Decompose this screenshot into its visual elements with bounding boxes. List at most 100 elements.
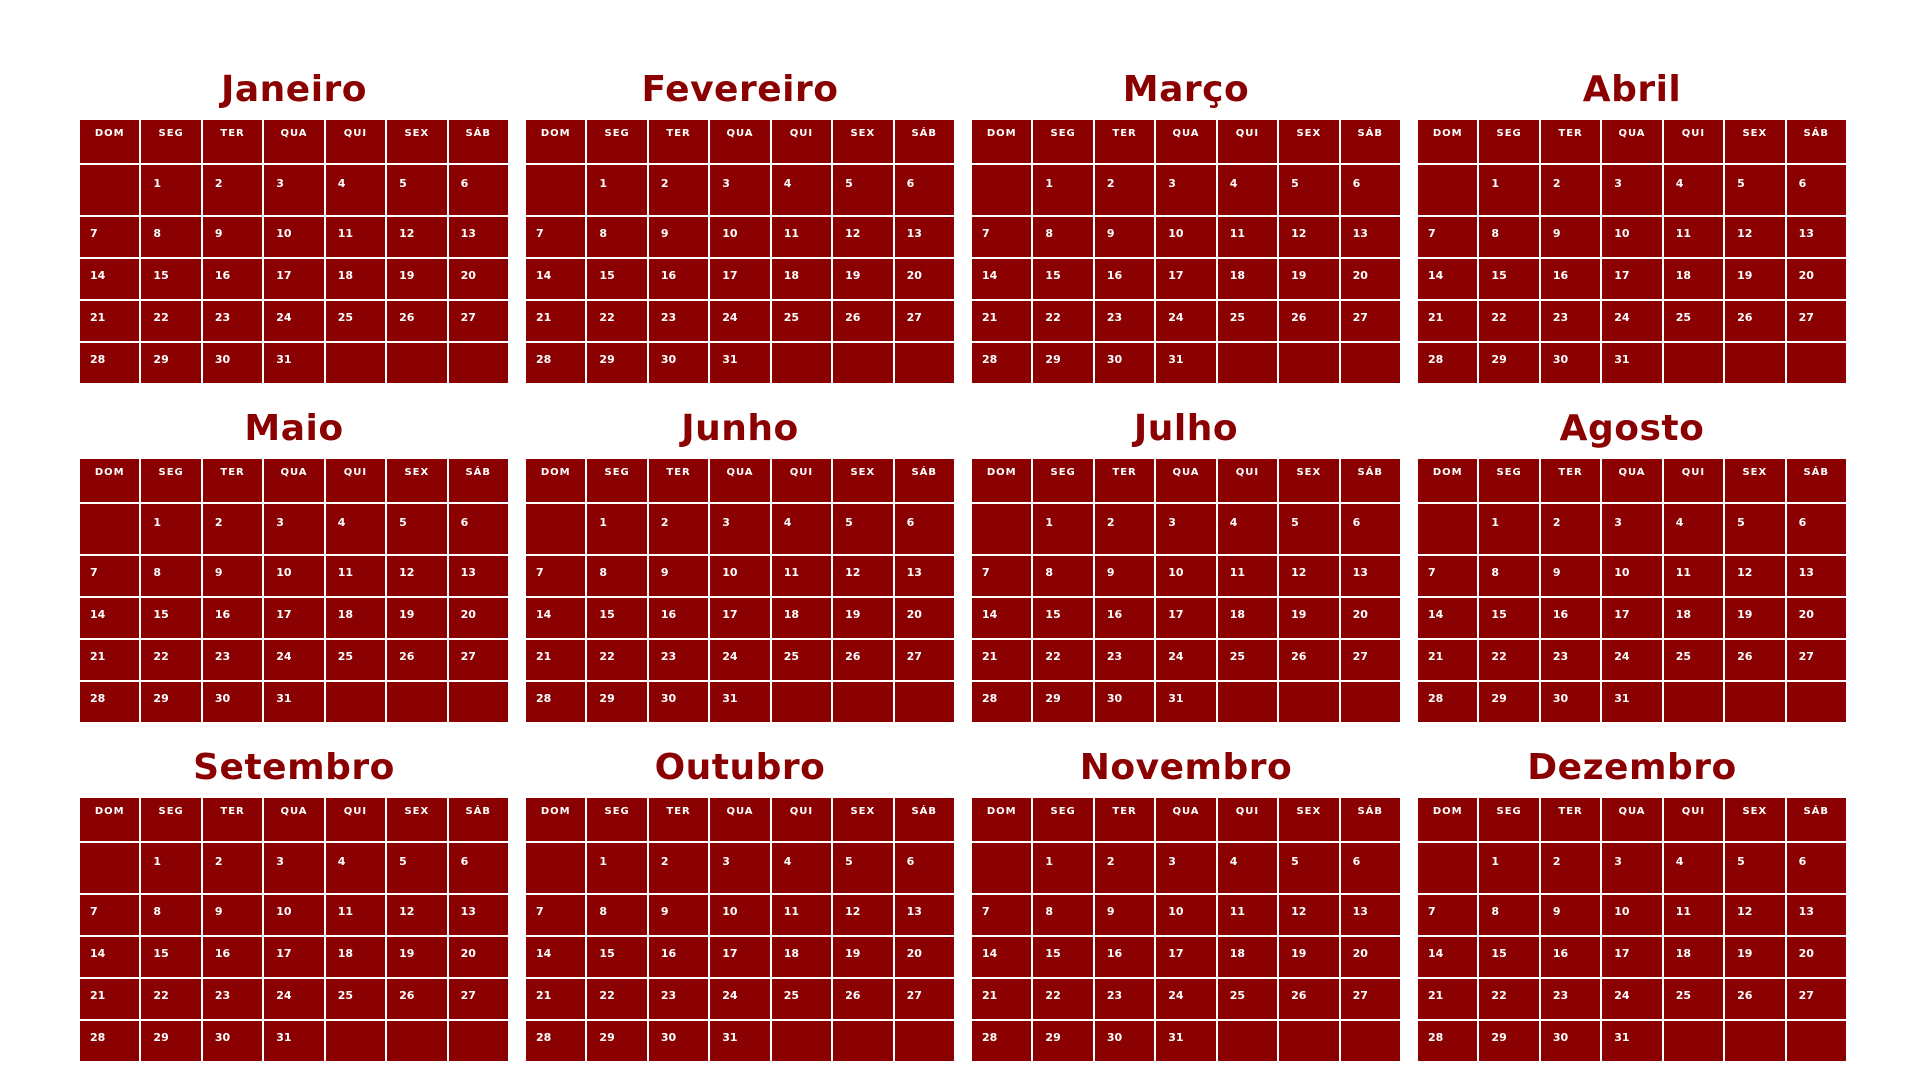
month-calendar: Dezembro DOM SEG TER QUA QUI SEX SÁB 1 2 3 4 5 6 7 8 9 10…: [1418, 742, 1846, 1061]
empty-day-cell: [1725, 1021, 1785, 1061]
day-cell: 15: [1033, 598, 1093, 638]
weekday-header: SÁB: [448, 459, 508, 502]
calendar-grid: Janeiro DOM SEG TER QUA QUI SEX SÁB 1 2 3 4 5 6 7 8 9 10 1…: [80, 64, 1848, 1061]
weekday-header: QUI: [1663, 459, 1724, 502]
day-cell: 21: [972, 640, 1032, 680]
day-cell: 27: [448, 979, 508, 1019]
day-cell: 15: [141, 598, 201, 638]
day-cell: 4: [325, 165, 386, 215]
empty-day-cell: [972, 504, 1032, 554]
month-table: DOM SEG TER QUA QUI SEX SÁB 1 2 3 4 5 6 7 8 9 10 11 12 13 14…: [80, 120, 508, 383]
weekday-header: SEG: [1033, 798, 1093, 841]
weekday-header: TER: [648, 459, 709, 502]
day-cell: 25: [1663, 640, 1724, 680]
day-cell: 14: [80, 937, 140, 977]
day-cell: 31: [1156, 343, 1216, 383]
day-cell: 23: [1540, 979, 1601, 1019]
weekday-header: SEG: [587, 120, 647, 163]
day-cell: 9: [1540, 895, 1601, 935]
day-cell: 20: [1786, 598, 1846, 638]
empty-day-cell: [1279, 343, 1339, 383]
day-cell: 10: [1602, 895, 1662, 935]
weekday-header: QUA: [1156, 120, 1216, 163]
day-cell: 26: [387, 979, 447, 1019]
day-cell: 29: [587, 1021, 647, 1061]
weekday-header: SEG: [1033, 120, 1093, 163]
day-cell: 22: [587, 640, 647, 680]
day-cell: 4: [1663, 843, 1724, 893]
day-cell: 14: [526, 598, 586, 638]
empty-day-cell: [1279, 1021, 1339, 1061]
day-cell: 11: [1217, 217, 1278, 257]
day-cell: 11: [771, 556, 832, 596]
weekday-header: SÁB: [1340, 798, 1400, 841]
month-table: DOM SEG TER QUA QUI SEX SÁB 1 2 3 4 5 6 7 8 9 10 11 12 13 14…: [1418, 459, 1846, 722]
month-calendar: Outubro DOM SEG TER QUA QUI SEX SÁB 1 2 3 4 5 6 7 8 9 10 1…: [526, 742, 954, 1061]
weekday-header: DOM: [1418, 459, 1478, 502]
day-cell: 19: [387, 937, 447, 977]
month-calendar: Setembro DOM SEG TER QUA QUI SEX SÁB 1 2 3 4 5 6 7 8 9 10…: [80, 742, 508, 1061]
day-cell: 23: [648, 640, 709, 680]
day-cell: 4: [771, 165, 832, 215]
day-cell: 2: [1094, 165, 1155, 215]
day-cell: 24: [710, 301, 770, 341]
day-cell: 15: [141, 259, 201, 299]
day-cell: 13: [1340, 556, 1400, 596]
day-cell: 8: [1033, 217, 1093, 257]
day-cell: 17: [1602, 937, 1662, 977]
day-cell: 22: [1033, 979, 1093, 1019]
month-title: Outubro: [654, 747, 826, 788]
day-cell: 11: [325, 217, 386, 257]
day-cell: 3: [710, 843, 770, 893]
day-cell: 13: [1786, 895, 1846, 935]
day-cell: 14: [1418, 937, 1478, 977]
weekday-header: QUI: [325, 459, 386, 502]
month-calendar: Junho DOM SEG TER QUA QUI SEX SÁB 1 2 3 4 5 6 7 8 9 10 11 1…: [526, 403, 954, 722]
day-cell: 22: [141, 301, 201, 341]
day-cell: 17: [264, 598, 324, 638]
day-cell: 6: [1786, 165, 1846, 215]
day-cell: 16: [1094, 937, 1155, 977]
day-cell: 5: [1279, 165, 1339, 215]
day-cell: 5: [833, 504, 893, 554]
day-cell: 27: [894, 640, 954, 680]
day-cell: 1: [1033, 504, 1093, 554]
empty-day-cell: [833, 1021, 893, 1061]
day-cell: 18: [771, 598, 832, 638]
day-cell: 7: [1418, 556, 1478, 596]
day-cell: 7: [526, 895, 586, 935]
day-cell: 17: [264, 259, 324, 299]
weekday-header: QUI: [1217, 120, 1278, 163]
day-cell: 28: [972, 682, 1032, 722]
day-cell: 18: [1217, 598, 1278, 638]
empty-day-cell: [1725, 343, 1785, 383]
empty-day-cell: [1217, 343, 1278, 383]
day-cell: 11: [1217, 895, 1278, 935]
day-cell: 14: [972, 259, 1032, 299]
day-cell: 2: [1094, 504, 1155, 554]
day-cell: 21: [972, 979, 1032, 1019]
weekday-header: QUI: [325, 798, 386, 841]
weekday-header: SEG: [1479, 459, 1539, 502]
weekday-header: QUI: [771, 798, 832, 841]
day-cell: 8: [587, 895, 647, 935]
empty-day-cell: [894, 343, 954, 383]
weekday-header: DOM: [972, 459, 1032, 502]
weekday-header: TER: [1094, 798, 1155, 841]
day-cell: 7: [1418, 895, 1478, 935]
day-cell: 15: [1479, 937, 1539, 977]
day-cell: 27: [1786, 640, 1846, 680]
day-cell: 14: [526, 259, 586, 299]
day-cell: 20: [1340, 259, 1400, 299]
weekday-header: SEX: [1279, 798, 1339, 841]
day-cell: 10: [1602, 556, 1662, 596]
day-cell: 14: [1418, 259, 1478, 299]
day-cell: 12: [1279, 217, 1339, 257]
day-cell: 30: [1540, 343, 1601, 383]
day-cell: 9: [1094, 556, 1155, 596]
day-cell: 29: [1033, 1021, 1093, 1061]
day-cell: 10: [1602, 217, 1662, 257]
empty-day-cell: [1786, 343, 1846, 383]
day-cell: 16: [1540, 259, 1601, 299]
weekday-header: TER: [1540, 459, 1601, 502]
